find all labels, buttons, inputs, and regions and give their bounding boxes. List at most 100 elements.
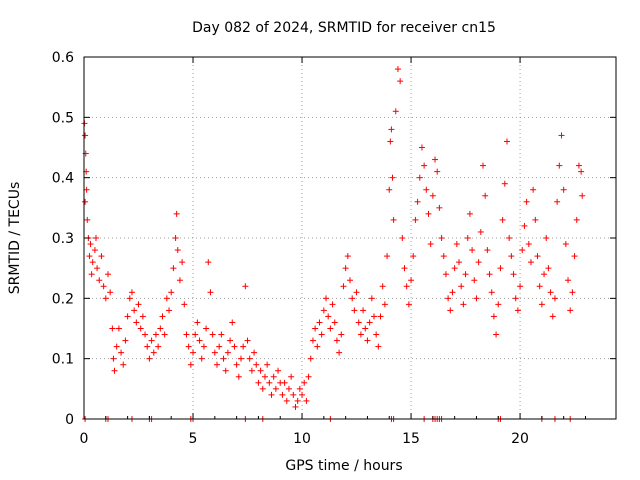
data-point [349, 295, 356, 302]
data-point [301, 379, 308, 386]
data-point [270, 373, 277, 380]
data-point [91, 247, 98, 254]
data-point [224, 349, 231, 356]
data-point [475, 259, 482, 266]
data-point [312, 325, 319, 332]
data-point [104, 271, 111, 278]
data-point [218, 331, 225, 338]
data-point [214, 361, 220, 368]
x-axis-label: GPS time / hours [285, 458, 402, 474]
data-point [366, 319, 373, 326]
data-point [124, 313, 131, 320]
data-point [294, 397, 301, 404]
data-point [527, 259, 534, 266]
y-tick-label: 0.4 [52, 171, 74, 187]
data-point [198, 355, 205, 362]
chart-title: Day 082 of 2024, SRMTID for receiver cn1… [192, 20, 496, 36]
data-point [565, 277, 572, 284]
data-point [325, 313, 332, 320]
data-point [92, 235, 99, 241]
data-point [368, 295, 375, 302]
data-point [370, 313, 377, 320]
data-point [157, 325, 164, 332]
data-point [523, 198, 530, 205]
data-point [253, 361, 260, 368]
data-point [187, 361, 194, 368]
data-point [541, 271, 548, 278]
data-point [347, 277, 353, 284]
data-point [211, 349, 218, 356]
data-point [142, 331, 149, 338]
data-point [118, 349, 125, 356]
data-point [503, 138, 510, 145]
data-point [493, 331, 500, 338]
data-point [397, 78, 404, 85]
data-point [109, 325, 116, 332]
data-point [549, 313, 556, 320]
data-point [323, 295, 330, 302]
data-point [473, 295, 480, 302]
data-point [510, 271, 517, 278]
data-point [536, 283, 543, 290]
data-point [235, 373, 242, 380]
data-point [451, 265, 458, 272]
data-point [364, 337, 371, 344]
data-point [179, 259, 186, 266]
data-point [173, 210, 180, 217]
data-point [399, 235, 406, 241]
data-point [414, 198, 421, 205]
data-point [200, 343, 207, 350]
data-point [486, 271, 493, 278]
data-point [394, 66, 401, 73]
data-point [392, 108, 399, 115]
data-point [554, 198, 561, 205]
data-point [442, 271, 449, 278]
data-point [530, 186, 537, 193]
data-point [172, 235, 179, 241]
data-point [264, 361, 271, 368]
data-point [89, 259, 96, 266]
data-point [83, 186, 90, 193]
data-point [257, 367, 264, 374]
data-point [227, 337, 234, 344]
data-point [148, 337, 155, 344]
data-point [538, 301, 545, 308]
x-tick-label: 5 [189, 431, 198, 447]
data-point [307, 355, 314, 362]
data-point [120, 361, 127, 368]
data-points [81, 66, 586, 410]
data-point [237, 355, 244, 362]
data-point [456, 259, 463, 266]
data-point [445, 295, 452, 302]
data-point [388, 126, 395, 133]
data-point [512, 295, 519, 302]
data-point [139, 313, 146, 320]
data-point [176, 277, 183, 284]
data-point [390, 216, 397, 223]
data-point [360, 307, 367, 314]
data-point [484, 247, 491, 254]
data-point [412, 216, 419, 223]
data-point [532, 216, 539, 223]
data-point [403, 283, 410, 290]
data-point [266, 379, 273, 386]
data-point [107, 289, 114, 296]
data-point [447, 307, 454, 314]
data-point [246, 355, 253, 362]
data-point [432, 156, 439, 163]
data-point [155, 343, 162, 350]
data-point [303, 397, 310, 404]
data-point [460, 301, 467, 308]
data-point [377, 313, 384, 320]
data-point [86, 253, 93, 260]
data-point [110, 355, 117, 362]
data-point [259, 385, 266, 392]
data-point [314, 343, 321, 350]
data-point [288, 373, 295, 380]
data-point [558, 132, 565, 139]
data-point [88, 271, 95, 278]
data-point [534, 253, 541, 260]
data-point [384, 253, 391, 260]
data-point [543, 235, 550, 241]
data-point [94, 265, 101, 272]
